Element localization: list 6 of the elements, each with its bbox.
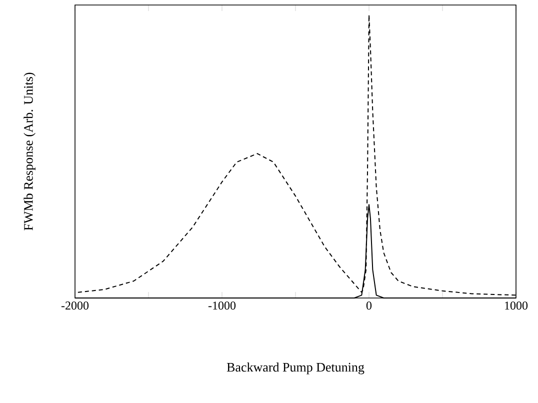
x-tick-label: -1000 (208, 302, 236, 310)
x-tick-label: 0 (366, 302, 372, 310)
y-axis-title: FWMb Response (Arb. Units) (24, 72, 36, 230)
x-axis-title: Backward Pump Detuning (226, 362, 364, 374)
x-tick-label: 1000 (505, 302, 528, 310)
x-tick-label: -2000 (61, 302, 89, 310)
